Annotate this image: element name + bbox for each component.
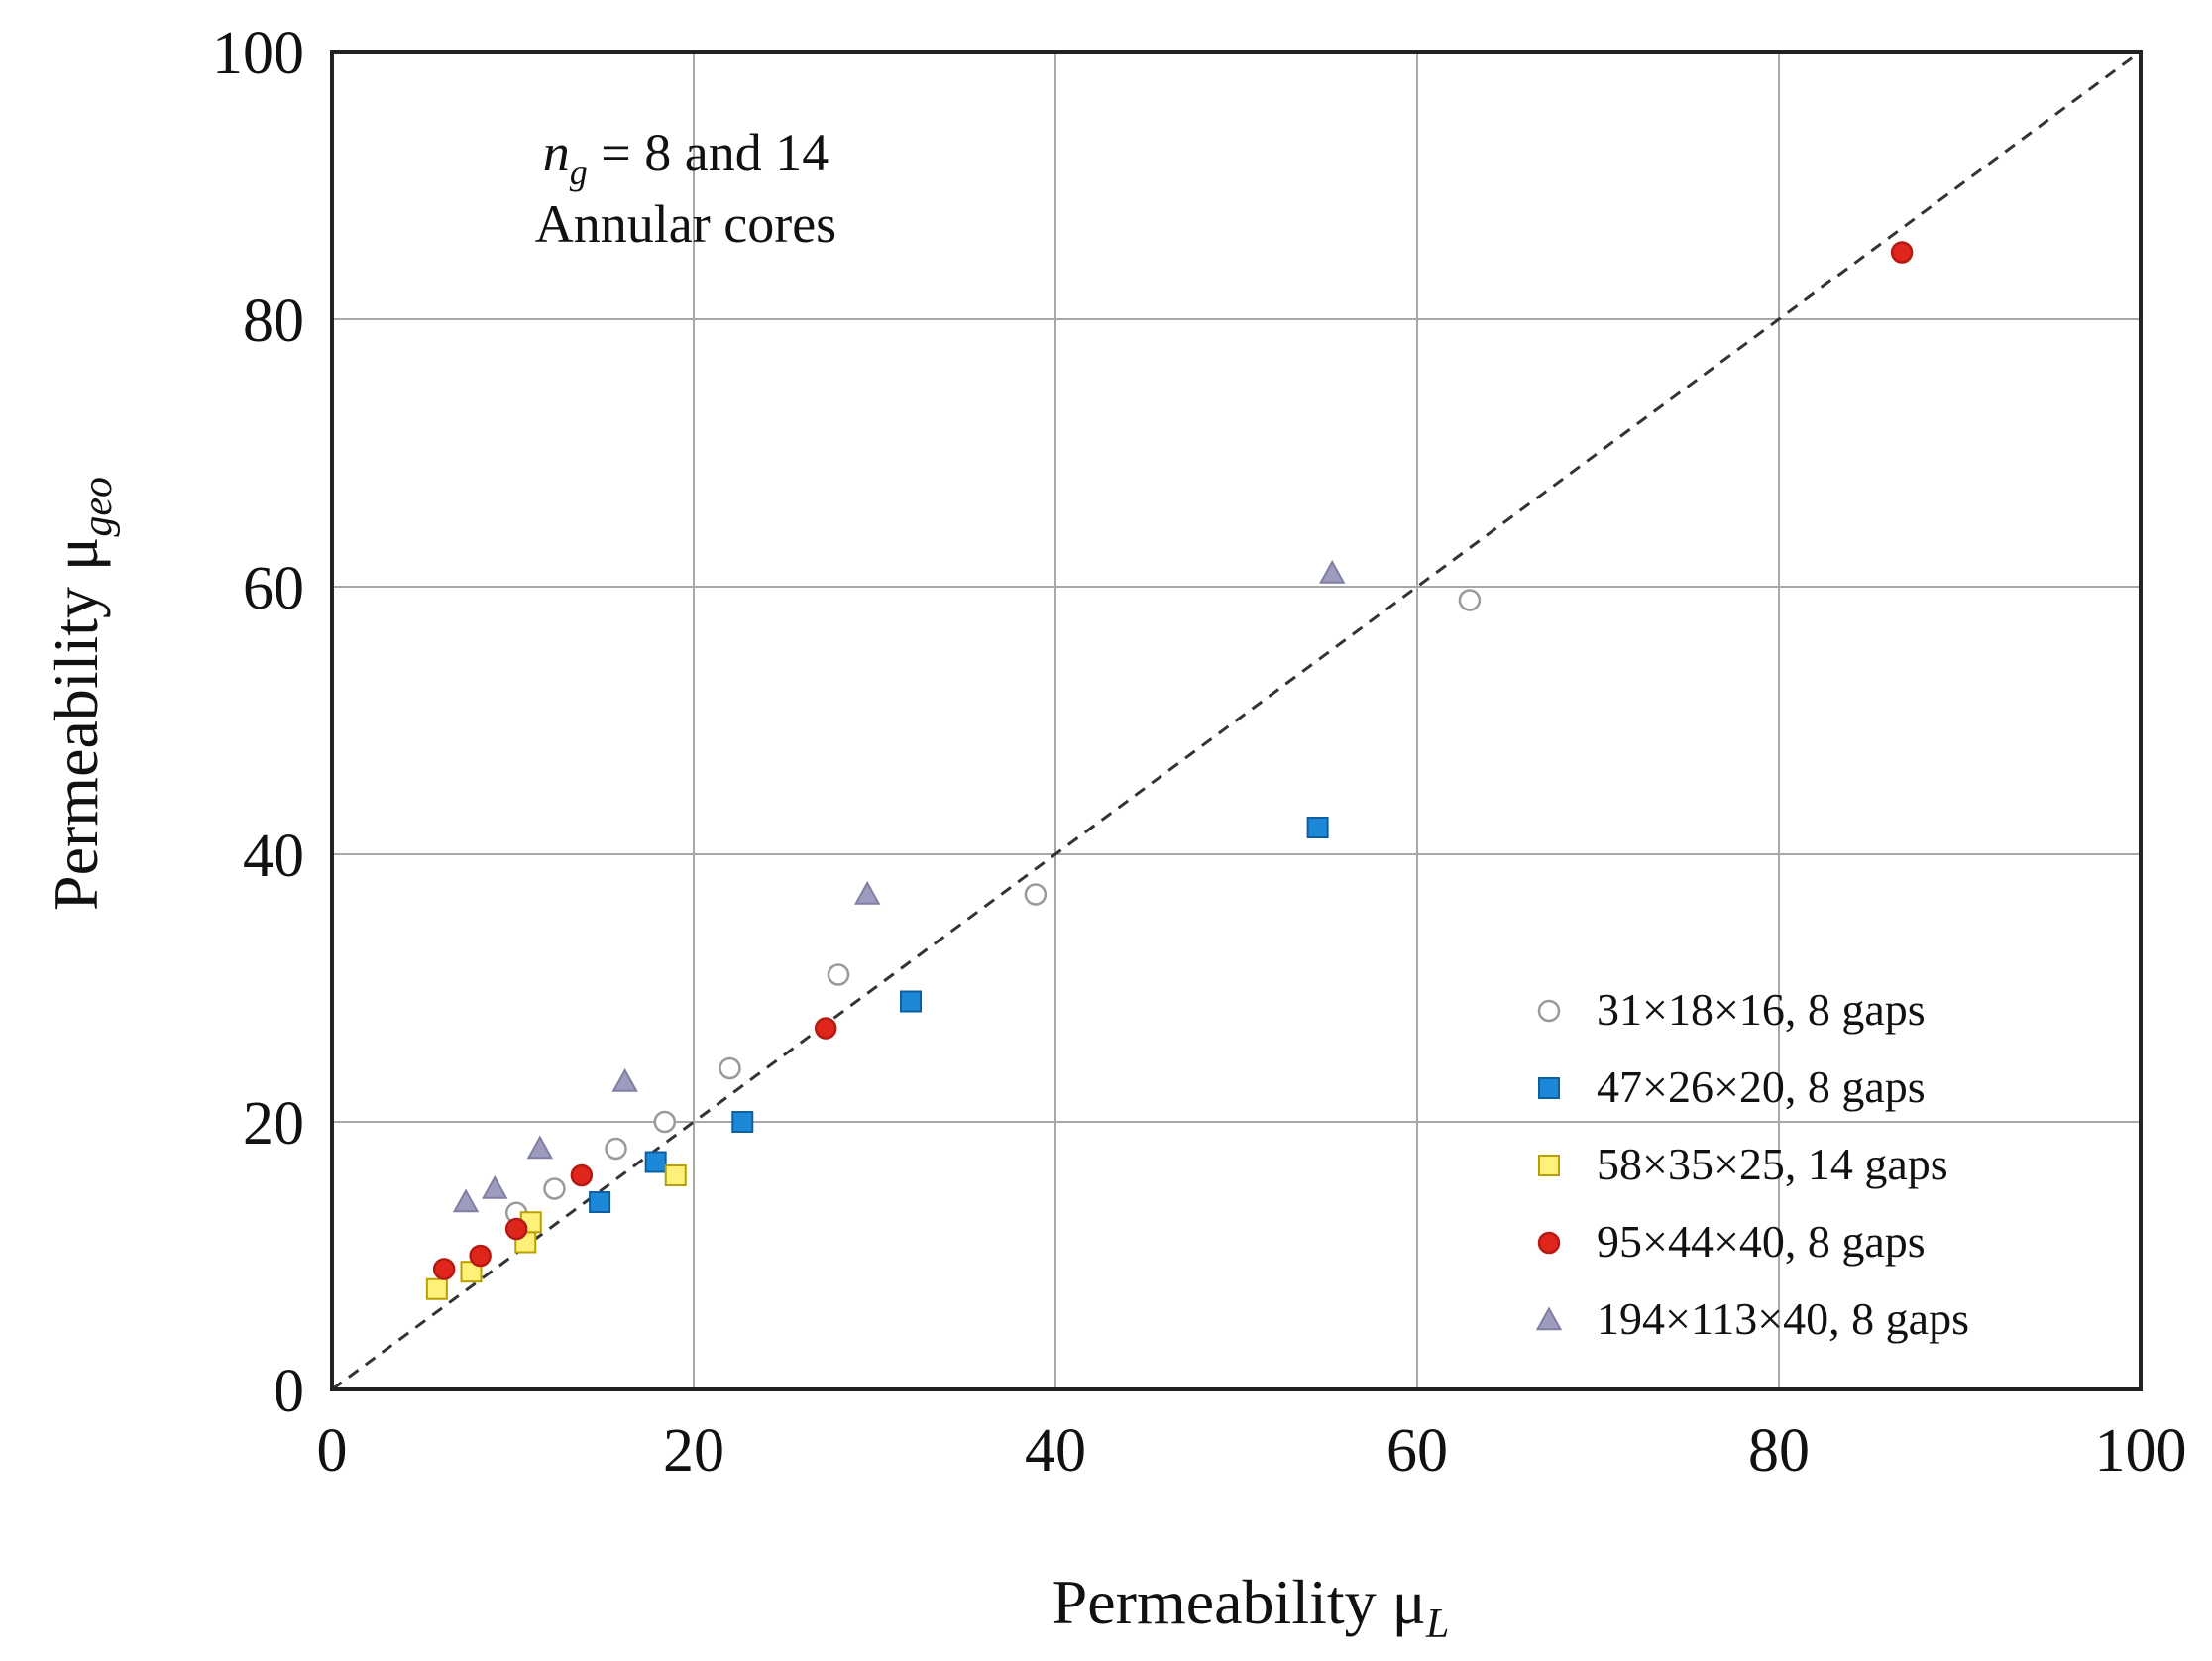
identity-reference-line: [331, 50, 2142, 1391]
legend-marker-5: [1535, 1306, 1563, 1331]
y-tick-label: 80: [243, 287, 304, 355]
series-5-point: [854, 880, 881, 905]
y-tick-label: 60: [243, 555, 304, 622]
y-tick-label: 40: [243, 823, 304, 890]
y-axis-title-text: Permeability μ: [41, 537, 111, 911]
series-1-point: [605, 1137, 627, 1161]
x-tick-label: 20: [663, 1417, 724, 1485]
series-5-point: [1319, 559, 1346, 584]
x-axis-title-sub: L: [1425, 1602, 1449, 1647]
legend-label-2: 47×26×20, 8 gaps: [1597, 1061, 1926, 1112]
series-4-point: [469, 1244, 492, 1268]
series-1-point: [1458, 589, 1482, 611]
x-tick-label: 80: [1748, 1417, 1810, 1485]
series-4-point: [570, 1163, 594, 1187]
series-1-markers: [504, 589, 1482, 1225]
x-axis-title: Permeability μL: [1052, 1567, 1450, 1647]
series-2-markers: [589, 817, 1329, 1213]
data-markers: [425, 241, 1914, 1300]
y-tick-label: 0: [274, 1358, 304, 1425]
annotation-var-sub: g: [570, 153, 588, 192]
series-2-point: [644, 1151, 667, 1173]
series-3-point: [425, 1277, 448, 1300]
annotation-line2: Annular cores: [535, 194, 836, 254]
series-4-point: [1890, 241, 1914, 264]
series-1-point: [827, 963, 850, 986]
x-axis-title-text: Permeability μ: [1052, 1567, 1426, 1637]
y-axis-title-sub: geo: [75, 477, 121, 537]
series-1-point: [653, 1110, 677, 1134]
x-tick-label: 0: [317, 1417, 348, 1485]
y-tick-label: 20: [243, 1090, 304, 1158]
legend-label-5: 194×113×40, 8 gaps: [1597, 1293, 1969, 1344]
series-5-point: [526, 1135, 554, 1160]
series-1-point: [1024, 883, 1048, 906]
x-tick-label: 100: [2095, 1417, 2187, 1485]
series-2-point: [1306, 817, 1329, 838]
y-tick-label: 100: [212, 20, 304, 87]
x-tick-label: 40: [1025, 1417, 1086, 1485]
legend-marker-1: [1537, 999, 1561, 1023]
series-5-point: [611, 1067, 638, 1092]
series-4-point: [814, 1017, 837, 1040]
legend-marker-4: [1537, 1231, 1561, 1255]
legend: 31×18×16, 8 gaps 47×26×20, 8 gaps 58×35×25…: [1535, 984, 1969, 1344]
plot-area-frame: [330, 50, 2143, 1391]
series-5-markers: [452, 559, 1346, 1213]
series-4-point: [432, 1258, 456, 1280]
series-2-point: [731, 1111, 754, 1133]
legend-label-1: 31×18×16, 8 gaps: [1597, 984, 1926, 1035]
annotation-line1: ng = 8 and 14: [543, 123, 829, 192]
y-axis-title: Permeability μgeo: [41, 477, 121, 911]
series-1-point: [543, 1177, 566, 1200]
legend-marker-2: [1538, 1077, 1560, 1099]
grid: [332, 52, 2141, 1389]
annotation-var: n: [543, 123, 570, 182]
series-5-point: [452, 1188, 480, 1213]
series-2-point: [900, 990, 922, 1013]
series-2-point: [589, 1191, 611, 1213]
x-tick-label: 60: [1386, 1417, 1448, 1485]
legend-label-4: 95×44×40, 8 gaps: [1597, 1216, 1926, 1267]
series-4-markers: [432, 241, 1914, 1280]
axis-ticks: 0 20 40 60 80 100 0 20 40 60 80 100: [212, 20, 2187, 1485]
legend-label-3: 58×35×25, 14 gaps: [1597, 1139, 1948, 1189]
legend-marker-3: [1538, 1155, 1560, 1176]
series-4-point: [504, 1217, 528, 1241]
annotation-rest: = 8 and 14: [588, 123, 829, 182]
series-3-point: [664, 1164, 687, 1186]
series-1-point: [719, 1056, 741, 1080]
series-5-point: [482, 1174, 508, 1199]
